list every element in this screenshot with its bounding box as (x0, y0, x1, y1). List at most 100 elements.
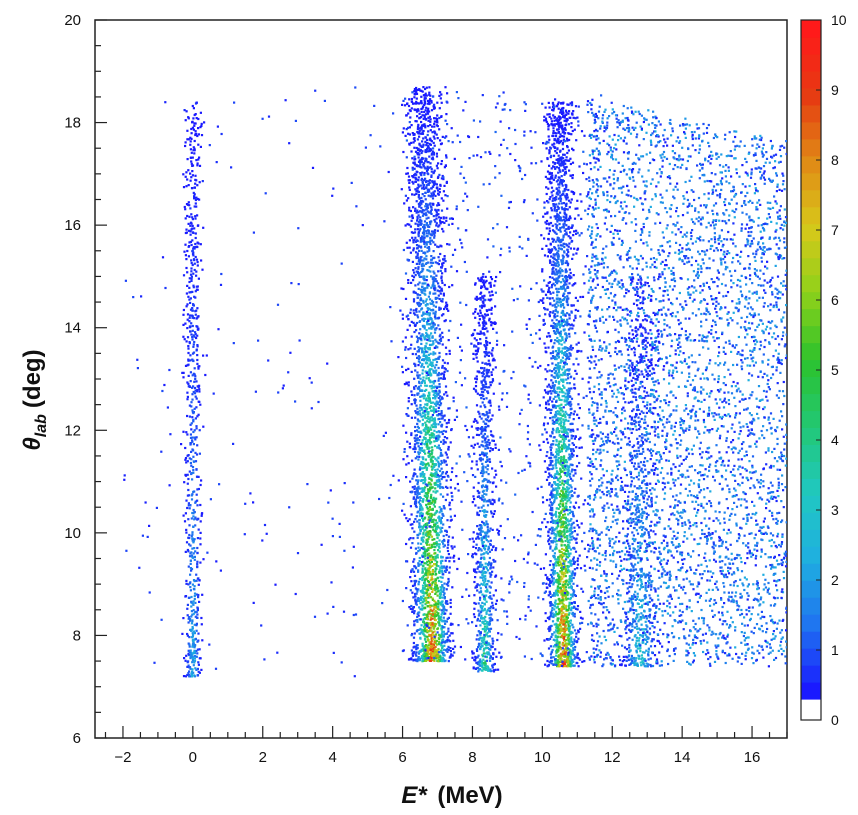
heatmap-point (438, 571, 441, 574)
heatmap-point (422, 393, 425, 396)
heatmap-point (411, 274, 414, 277)
heatmap-point (478, 668, 481, 671)
heatmap-point (442, 442, 445, 445)
heatmap-point (411, 214, 414, 217)
heatmap-point (187, 229, 191, 232)
heatmap-point (194, 236, 197, 240)
heatmap-point (443, 393, 446, 396)
heatmap-point (443, 459, 446, 462)
heatmap-point (433, 505, 436, 508)
heatmap-point (436, 649, 439, 652)
heatmap-point (417, 350, 420, 353)
heatmap-point (491, 349, 494, 352)
heatmap-point (413, 173, 416, 177)
heatmap-point (418, 507, 422, 510)
heatmap-point (437, 565, 440, 568)
heatmap-point (434, 633, 437, 636)
heatmap-point (437, 660, 440, 663)
heatmap-point (433, 482, 436, 485)
heatmap-point (200, 514, 203, 517)
heatmap-point (197, 277, 200, 280)
heatmap-point (423, 336, 426, 339)
heatmap-point (435, 490, 438, 493)
heatmap-point (449, 556, 452, 559)
heatmap-point (425, 494, 428, 497)
heatmap-point (425, 202, 428, 206)
heatmap-point (422, 648, 425, 651)
heatmap-point (195, 468, 198, 471)
heatmap-point (486, 330, 489, 333)
heatmap-point (422, 618, 425, 621)
heatmap-point (420, 595, 423, 598)
heatmap-point (417, 501, 421, 504)
heatmap-point (420, 542, 423, 545)
heatmap-point (445, 568, 448, 572)
heatmap-point (416, 115, 419, 118)
heatmap-point (411, 608, 414, 611)
heatmap-point (191, 539, 194, 542)
heatmap-point (436, 524, 439, 527)
heatmap-point (476, 511, 479, 514)
heatmap-point (546, 659, 549, 663)
heatmap-point (190, 458, 193, 461)
heatmap-point (551, 229, 555, 232)
heatmap-point (436, 402, 439, 405)
heatmap-point (569, 625, 572, 628)
heatmap-point (423, 524, 426, 527)
heatmap-point (422, 565, 425, 568)
heatmap-point (489, 564, 493, 567)
heatmap-point (418, 499, 422, 502)
heatmap-point (425, 94, 428, 97)
heatmap-point (182, 376, 185, 379)
heatmap-point (429, 517, 432, 520)
heatmap-point (436, 393, 439, 396)
heatmap-point (419, 503, 422, 506)
heatmap-point (401, 371, 404, 374)
heatmap-point (442, 514, 445, 517)
heatmap-point (424, 572, 427, 575)
heatmap-point (412, 537, 415, 540)
heatmap-point (419, 238, 423, 241)
heatmap-point (430, 157, 433, 160)
heatmap-point (487, 607, 490, 610)
heatmap-point (189, 359, 192, 362)
heatmap-point (414, 284, 417, 287)
heatmap-point (397, 479, 400, 482)
heatmap-point (418, 406, 422, 409)
heatmap-point (421, 211, 424, 214)
heatmap-point (427, 587, 430, 590)
heatmap-point (192, 525, 195, 528)
heatmap-point (425, 569, 428, 572)
heatmap-point (415, 654, 418, 657)
heatmap-point (481, 440, 484, 443)
heatmap-point (480, 380, 483, 383)
heatmap-point (193, 386, 197, 390)
heatmap-point (192, 117, 195, 120)
heatmap-point (473, 580, 476, 584)
heatmap-point (425, 255, 428, 258)
heatmap-point (432, 324, 435, 327)
heatmap-point (434, 408, 437, 411)
heatmap-point (187, 488, 190, 492)
heatmap-point (431, 617, 434, 620)
heatmap-point (435, 345, 438, 348)
heatmap-point (413, 612, 416, 615)
heatmap-point (444, 194, 447, 197)
heatmap-point (187, 374, 190, 377)
heatmap-point (418, 439, 421, 442)
heatmap-point (436, 245, 439, 248)
heatmap-point (191, 164, 195, 167)
heatmap-point (187, 617, 190, 620)
heatmap-point (425, 591, 428, 594)
heatmap-point (422, 313, 425, 316)
heatmap-point (425, 442, 429, 446)
heatmap-point (416, 482, 419, 485)
heatmap-point (436, 608, 440, 611)
heatmap-point (192, 284, 195, 287)
heatmap-point (476, 468, 479, 471)
heatmap-point (437, 263, 440, 266)
heatmap-point (429, 223, 432, 226)
heatmap-point (190, 600, 193, 603)
heatmap-point (430, 255, 433, 258)
heatmap-point (432, 498, 435, 501)
